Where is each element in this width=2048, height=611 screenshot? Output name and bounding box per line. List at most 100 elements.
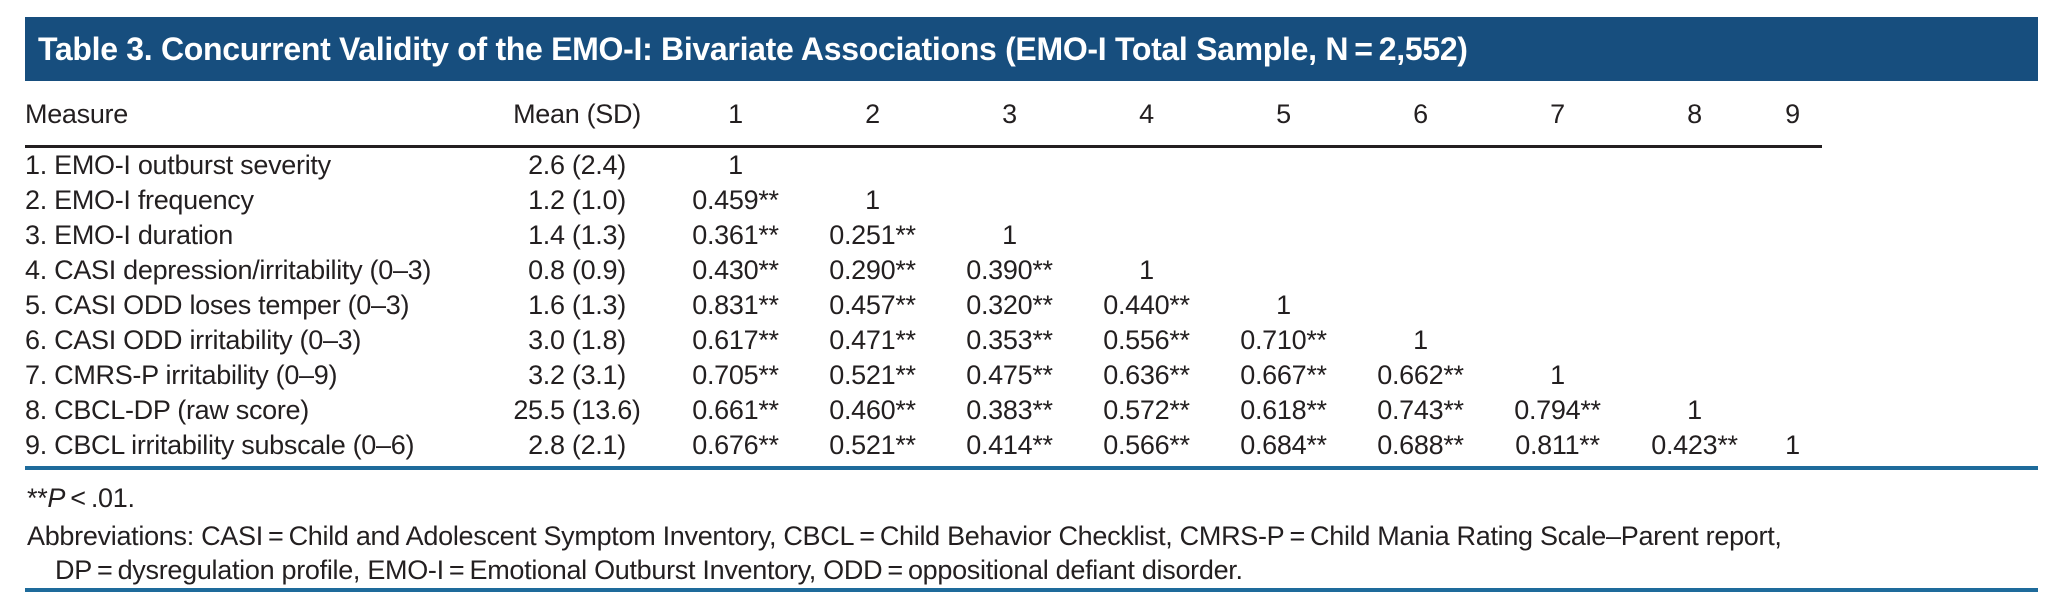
table-title-bar: Table 3. Concurrent Validity of the EMO-… [25, 17, 2038, 81]
column-header: 7 [1489, 84, 1626, 148]
correlation-cell [1078, 218, 1215, 253]
correlation-cell: 1 [1550, 360, 1565, 390]
correlation-cell [1626, 323, 1763, 358]
correlation-cell: 0.618** [1240, 395, 1327, 425]
correlation-cell: 0.423** [1651, 430, 1738, 460]
correlation-cell [1626, 253, 1763, 288]
correlation-cell [1626, 147, 1763, 184]
correlation-cell: 0.460** [829, 395, 916, 425]
correlation-cell: 0.457** [829, 290, 916, 320]
correlation-cell [1489, 147, 1626, 184]
correlation-cell: 0.662** [1377, 360, 1464, 390]
correlation-cell: 0.383** [966, 395, 1053, 425]
table-header-row: Measure Mean (SD) 1 2 3 4 5 6 7 8 9 [25, 84, 1822, 148]
correlation-cell [1078, 147, 1215, 184]
mean-sd-cell: 2.8 (2.1) [528, 430, 626, 460]
correlation-cell: 0.684** [1240, 430, 1327, 460]
column-header: 9 [1763, 84, 1822, 148]
correlation-cell [1215, 218, 1352, 253]
abbreviations-line-2: DP = dysregulation profile, EMO-I = Emot… [55, 555, 1243, 585]
correlation-cell: 0.440** [1103, 290, 1190, 320]
correlation-cell: 1 [1687, 395, 1702, 425]
mean-sd-cell: 1.4 (1.3) [528, 220, 626, 250]
column-header: 1 [667, 84, 804, 148]
correlation-cell [1352, 253, 1489, 288]
measure-cell: 9. CBCL irritability subscale (0–6) [25, 430, 415, 460]
divider-rule [25, 466, 2038, 470]
correlation-cell: 0.414** [966, 430, 1053, 460]
column-header: Mean (SD) [487, 84, 667, 148]
correlation-cell: 1 [728, 150, 743, 180]
table-row: 9. CBCL irritability subscale (0–6) 2.8 (… [25, 428, 1822, 463]
abbreviations-line-1: Abbreviations: CASI = Child and Adolesce… [27, 521, 1782, 551]
table-row: 4. CASI depression/irritability (0–3) 0.8… [25, 253, 1822, 288]
correlation-cell [941, 147, 1078, 184]
correlation-cell: 0.572** [1103, 395, 1190, 425]
correlation-cell: 0.320** [966, 290, 1053, 320]
correlation-cell: 0.353** [966, 325, 1053, 355]
correlation-cell: 0.710** [1240, 325, 1327, 355]
table-title: Table 3. Concurrent Validity of the EMO-… [38, 30, 1468, 67]
correlation-cell [1763, 218, 1822, 253]
correlation-cell: 0.430** [692, 255, 779, 285]
table-row: 5. CASI ODD loses temper (0–3) 1.6 (1.3) 0… [25, 288, 1822, 323]
correlation-cell: 1 [1785, 430, 1800, 460]
correlation-cell [1626, 288, 1763, 323]
correlation-cell: 0.743** [1377, 395, 1464, 425]
mean-sd-cell: 3.2 (3.1) [528, 360, 626, 390]
correlation-cell: 0.251** [829, 220, 916, 250]
correlation-cell: 1 [1276, 290, 1291, 320]
correlation-cell: 0.566** [1103, 430, 1190, 460]
correlation-cell: 0.831** [692, 290, 779, 320]
correlation-cell: 1 [1002, 220, 1017, 250]
correlation-cell [1215, 147, 1352, 184]
significance-note: **P < .01. [27, 483, 135, 514]
measure-cell: 1. EMO-I outburst severity [25, 150, 331, 180]
correlation-cell [804, 147, 941, 184]
correlation-cell [1215, 183, 1352, 218]
measure-cell: 8. CBCL-DP (raw score) [25, 395, 309, 425]
correlation-cell [1763, 183, 1822, 218]
correlation-cell [1763, 288, 1822, 323]
measure-cell: 7. CMRS-P irritability (0–9) [25, 360, 338, 390]
correlation-cell: 0.667** [1240, 360, 1327, 390]
correlation-cell [1489, 323, 1626, 358]
correlation-cell [1489, 183, 1626, 218]
column-header: 2 [804, 84, 941, 148]
correlation-cell: 1 [1413, 325, 1428, 355]
measure-cell: 2. EMO-I frequency [25, 185, 254, 215]
correlation-cell [1626, 183, 1763, 218]
correlation-cell: 0.475** [966, 360, 1053, 390]
mean-sd-cell: 1.6 (1.3) [528, 290, 626, 320]
correlation-cell [1352, 183, 1489, 218]
correlation-cell: 0.521** [829, 360, 916, 390]
measure-cell: 3. EMO-I duration [25, 220, 233, 250]
correlation-table: Measure Mean (SD) 1 2 3 4 5 6 7 8 9 1. EMO-I outbu… [25, 84, 1822, 463]
correlation-cell [1352, 147, 1489, 184]
table-row: 7. CMRS-P irritability (0–9) 3.2 (3.1) 0.7… [25, 358, 1822, 393]
mean-sd-cell: 3.0 (1.8) [528, 325, 626, 355]
correlation-cell [1763, 323, 1822, 358]
mean-sd-cell: 0.8 (0.9) [528, 255, 626, 285]
correlation-cell [1626, 358, 1763, 393]
measure-cell: 4. CASI depression/irritability (0–3) [25, 255, 432, 285]
correlation-cell: 0.636** [1103, 360, 1190, 390]
measure-cell: 5. CASI ODD loses temper (0–3) [25, 290, 410, 320]
correlation-cell: 1 [865, 185, 880, 215]
table-row: 8. CBCL-DP (raw score) 25.5 (13.6) 0.661**… [25, 393, 1822, 428]
mean-sd-cell: 1.2 (1.0) [528, 185, 626, 215]
table-row: 6. CASI ODD irritability (0–3) 3.0 (1.8) 0… [25, 323, 1822, 358]
table-row: 3. EMO-I duration 1.4 (1.3) 0.361** 0.251**… [25, 218, 1822, 253]
mean-sd-cell: 25.5 (13.6) [513, 395, 641, 425]
table-row: 2. EMO-I frequency 1.2 (1.0) 0.459** 1 [25, 183, 1822, 218]
table-row: 1. EMO-I outburst severity 2.6 (2.4) 1 [25, 147, 1822, 184]
significance-stars: ** [27, 483, 48, 513]
correlation-cell: 1 [1139, 255, 1154, 285]
correlation-cell: 0.290** [829, 255, 916, 285]
correlation-cell [1078, 183, 1215, 218]
correlation-cell: 0.661** [692, 395, 779, 425]
correlation-cell: 0.811** [1515, 430, 1600, 460]
correlation-cell [1489, 288, 1626, 323]
correlation-cell [1763, 358, 1822, 393]
